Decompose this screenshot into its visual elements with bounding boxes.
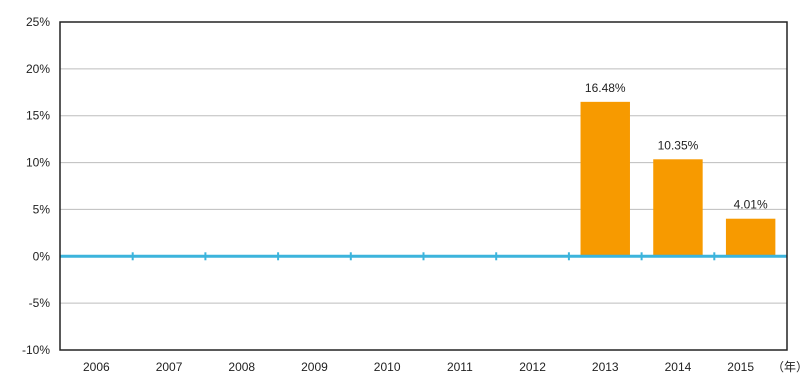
x-axis-ticks: 2006 2007 2008 2009 2010 2011 2012 2013 2014 2015: [83, 360, 754, 374]
bar-2014: [653, 159, 703, 257]
y-tick-label: 15%: [26, 109, 50, 123]
y-tick-label: 20%: [26, 62, 50, 76]
y-axis-ticks: 25% 20% 15% 10% 5% 0% -5% -10%: [22, 15, 50, 357]
x-tick-label: 2010: [374, 360, 401, 374]
plot-frame: [59, 21, 788, 351]
x-tick-label: 2009: [301, 360, 328, 374]
x-tick-label: 2007: [156, 360, 183, 374]
data-label-2015: 4.01%: [734, 198, 768, 212]
y-tick-label: 5%: [33, 202, 51, 216]
y-tick-label: 0%: [33, 249, 51, 263]
x-tick-label: 2014: [665, 360, 692, 374]
y-tick-label: 25%: [26, 15, 50, 29]
bar-2013: [580, 101, 630, 257]
x-tick-label: 2008: [228, 360, 255, 374]
bar-2015: [725, 218, 776, 257]
data-label-2014: 10.35%: [658, 138, 699, 152]
data-label-2013: 16.48%: [585, 81, 626, 95]
bars: [580, 101, 776, 257]
x-axis-unit-label: （年）: [772, 360, 808, 374]
x-tick-label: 2011: [447, 360, 473, 374]
x-tick-label: 2006: [83, 360, 110, 374]
y-tick-label: -10%: [22, 343, 50, 357]
zero-line-group: [60, 252, 787, 261]
x-tick-label: 2015: [727, 360, 754, 374]
y-tick-label: 10%: [26, 156, 50, 170]
x-tick-label: 2012: [519, 360, 546, 374]
y-tick-label: -5%: [29, 296, 51, 310]
x-tick-label: 2013: [592, 360, 619, 374]
data-labels: 16.48% 10.35% 4.01%: [585, 81, 768, 212]
